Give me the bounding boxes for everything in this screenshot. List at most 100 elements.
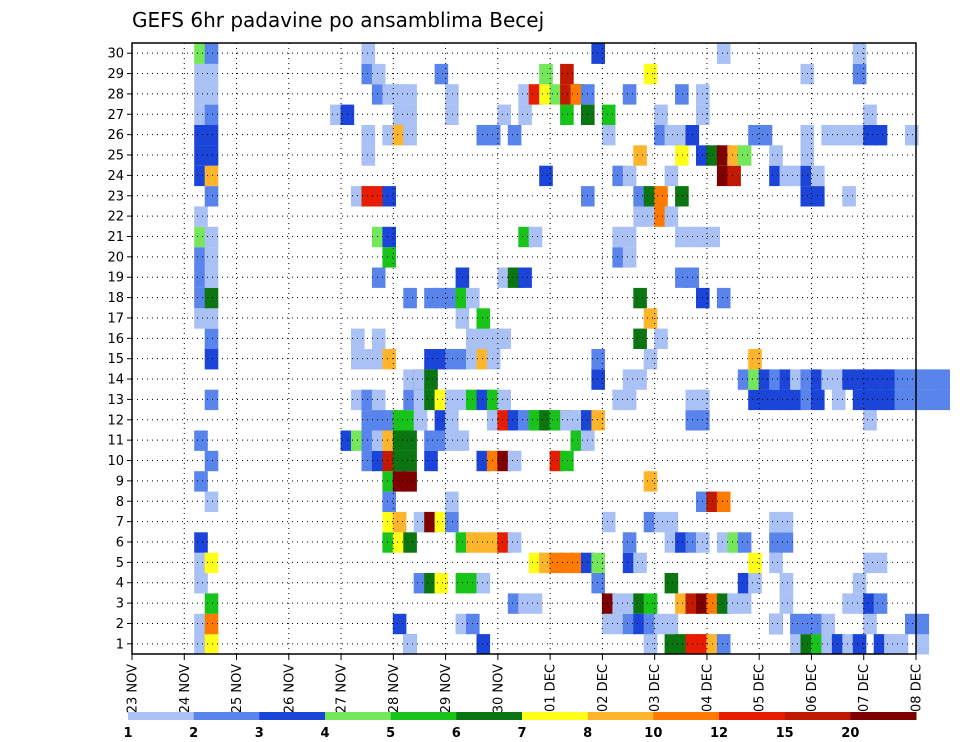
- heatmap-cell: [581, 410, 595, 431]
- heatmap-cell: [622, 165, 637, 187]
- x-tick-label: 29 NOV: [439, 664, 454, 713]
- heatmap-cell: [424, 511, 438, 533]
- heatmap-cell: [905, 369, 919, 390]
- heatmap-cell: [748, 552, 762, 574]
- heatmap-cell: [403, 450, 417, 472]
- heatmap-cell: [486, 349, 501, 370]
- heatmap-cell: [371, 430, 386, 451]
- heatmap-cell: [413, 573, 428, 594]
- heatmap-cell: [831, 125, 846, 146]
- heatmap-cell: [194, 308, 208, 329]
- heatmap-cell: [392, 430, 407, 451]
- heatmap-cell: [905, 125, 919, 146]
- heatmap-cell: [424, 430, 438, 451]
- heatmap-cell: [445, 491, 459, 512]
- heatmap-cell: [716, 145, 731, 166]
- heatmap-cell: [434, 287, 449, 309]
- heatmap-cell: [863, 410, 877, 431]
- y-tick-label: 20: [107, 250, 124, 265]
- heatmap-cell: [654, 206, 668, 227]
- heatmap-cell: [528, 226, 543, 248]
- heatmap-cell: [445, 287, 459, 309]
- heatmap-cell: [371, 349, 386, 370]
- x-tick-label: 28 NOV: [387, 664, 402, 713]
- heatmap-cell: [581, 104, 595, 125]
- heatmap-cell: [434, 573, 449, 594]
- heatmap-cell: [779, 532, 794, 553]
- heatmap-cell: [570, 410, 585, 431]
- heatmap-cell: [664, 532, 679, 553]
- heatmap-cell: [622, 552, 637, 574]
- heatmap-cell: [204, 328, 219, 349]
- heatmap-cell: [800, 369, 815, 390]
- legend-label: 8: [583, 726, 592, 741]
- heatmap-cell: [633, 145, 647, 166]
- heatmap-cell: [455, 613, 470, 635]
- heatmap-cell: [852, 63, 867, 85]
- heatmap-cell: [706, 145, 720, 166]
- heatmap-cell: [445, 104, 459, 125]
- heatmap-cell: [549, 552, 564, 574]
- heatmap-cell: [403, 471, 417, 492]
- heatmap-cell: [936, 389, 950, 411]
- heatmap-cell: [507, 267, 522, 288]
- heatmap-cell: [769, 613, 783, 635]
- heatmap-cell: [194, 471, 208, 492]
- heatmap-cell: [194, 247, 208, 268]
- heatmap-cell: [560, 104, 574, 125]
- heatmap-cell: [685, 226, 700, 248]
- heatmap-cell: [194, 267, 208, 288]
- heatmap-cell: [852, 634, 867, 655]
- heatmap-cell: [403, 532, 417, 553]
- heatmap-cell: [643, 634, 658, 655]
- heatmap-cell: [842, 125, 856, 146]
- heatmap-cell: [873, 389, 888, 411]
- heatmap-cell: [371, 328, 386, 349]
- heatmap-cell: [382, 84, 396, 105]
- heatmap-cell: [622, 532, 637, 553]
- heatmap-cell: [361, 145, 376, 166]
- heatmap-cell: [601, 104, 616, 125]
- heatmap-cell: [424, 349, 438, 370]
- heatmap-cell: [539, 84, 553, 105]
- y-tick-label: 6: [116, 535, 124, 550]
- heatmap-cell: [434, 63, 449, 85]
- heatmap-cell: [382, 186, 396, 207]
- heatmap-cell: [591, 410, 605, 431]
- heatmap-cell: [612, 389, 626, 411]
- heatmap-cell: [622, 247, 637, 268]
- heatmap-cell: [643, 186, 658, 207]
- heatmap-cell: [622, 613, 637, 635]
- y-tick-label: 8: [116, 495, 124, 510]
- heatmap-cell: [601, 593, 616, 614]
- heatmap-cell: [696, 104, 710, 125]
- heatmap-cell: [204, 104, 219, 125]
- heatmap-cell: [413, 389, 428, 411]
- heatmap-cell: [842, 369, 856, 390]
- plot-frame: [131, 42, 917, 655]
- heatmap-cell: [863, 593, 877, 614]
- heatmap-cell: [664, 634, 679, 655]
- heatmap-cell: [392, 450, 407, 472]
- heatmap-cell: [445, 389, 459, 411]
- heatmap-cell: [403, 84, 417, 105]
- heatmap-cell: [790, 634, 804, 655]
- heatmap-cell: [675, 634, 689, 655]
- heatmap-cell: [497, 532, 511, 553]
- y-tick-label: 21: [107, 230, 124, 245]
- heatmap-cell: [392, 511, 407, 533]
- heatmap-cell: [382, 247, 396, 268]
- heatmap-cell: [330, 104, 344, 125]
- heatmap-cell: [737, 145, 752, 166]
- heatmap-cell: [675, 84, 689, 105]
- heatmap-cell: [392, 104, 407, 125]
- heatmap-cell: [507, 410, 522, 431]
- x-tick-label: 24 NOV: [178, 664, 193, 713]
- heatmap-cell: [654, 186, 668, 207]
- heatmap-cell: [622, 226, 637, 248]
- heatmap-cell: [716, 491, 731, 512]
- heatmap-cell: [194, 226, 208, 248]
- heatmap-cell: [204, 84, 219, 105]
- x-tick-label: 01 DEC: [544, 664, 559, 712]
